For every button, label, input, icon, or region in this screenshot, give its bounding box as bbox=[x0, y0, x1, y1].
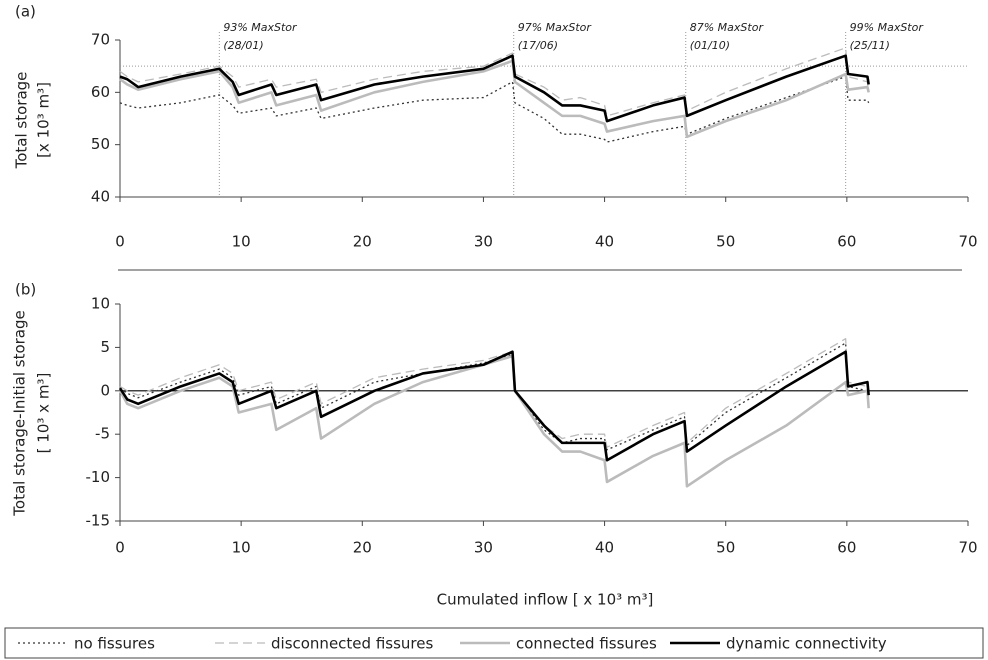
legend-label: connected fissures bbox=[516, 635, 657, 653]
series-line bbox=[119, 338, 870, 448]
y-tick-label: 5 bbox=[100, 338, 110, 356]
annotation-label: 93% MaxStor bbox=[223, 21, 298, 34]
y-axis-label: Total storage-Initial storage bbox=[11, 310, 29, 516]
x-tick-label: 50 bbox=[716, 233, 735, 251]
x-tick-label: 60 bbox=[837, 539, 856, 557]
x-tick-label: 40 bbox=[595, 539, 614, 557]
x-tick-label: 50 bbox=[716, 539, 735, 557]
series-line bbox=[119, 75, 870, 143]
y-tick-label: 40 bbox=[91, 188, 110, 206]
series-line bbox=[118, 354, 870, 488]
x-tick-label: 70 bbox=[958, 233, 977, 251]
annotation-date: (25/11) bbox=[850, 39, 890, 52]
y-axis-label: Total storage bbox=[13, 72, 31, 170]
legend-label: no fissures bbox=[74, 635, 155, 653]
x-tick-label: 0 bbox=[115, 233, 125, 251]
panel-label: (b) bbox=[15, 281, 36, 299]
x-tick-label: 0 bbox=[115, 539, 125, 557]
y-tick-label: 0 bbox=[100, 381, 110, 399]
panel-label: (a) bbox=[15, 3, 36, 21]
annotation-date: (28/01) bbox=[223, 39, 263, 52]
annotation-label: 99% MaxStor bbox=[850, 21, 925, 34]
y-tick-label: 70 bbox=[91, 31, 110, 49]
x-tick-label: 20 bbox=[353, 233, 372, 251]
legend-label: dynamic connectivity bbox=[726, 635, 887, 653]
x-tick-label: 10 bbox=[232, 233, 251, 251]
x-tick-label: 70 bbox=[958, 539, 977, 557]
x-tick-label: 60 bbox=[837, 233, 856, 251]
annotation-label: 97% MaxStor bbox=[518, 21, 593, 34]
legend-box bbox=[4, 627, 984, 659]
x-tick-label: 40 bbox=[595, 233, 614, 251]
series-line bbox=[119, 54, 870, 123]
x-tick-label: 30 bbox=[474, 539, 493, 557]
series-line bbox=[118, 350, 870, 462]
y-tick-label: 50 bbox=[91, 135, 110, 153]
x-tick-label: 30 bbox=[474, 233, 493, 251]
y-tick-label: 60 bbox=[91, 83, 110, 101]
annotation-date: (17/06) bbox=[518, 39, 558, 52]
y-tick-label: -5 bbox=[95, 425, 110, 443]
annotation-date: (01/10) bbox=[690, 39, 730, 52]
y-axis-label: [ 10³ x m³] bbox=[35, 373, 53, 454]
annotation-label: 87% MaxStor bbox=[690, 21, 765, 34]
legend-label: disconnected fissures bbox=[271, 635, 433, 653]
y-axis-label: [x 10³ m³] bbox=[35, 82, 53, 158]
y-tick-label: -15 bbox=[86, 512, 111, 530]
x-tick-label: 20 bbox=[353, 539, 372, 557]
y-tick-label: 10 bbox=[91, 295, 110, 313]
x-axis-label: Cumulated inflow [ x 10³ m³] bbox=[437, 591, 654, 609]
series-line bbox=[119, 59, 870, 139]
y-tick-label: -10 bbox=[86, 468, 111, 486]
series-line bbox=[119, 342, 870, 451]
x-tick-label: 10 bbox=[232, 539, 251, 557]
